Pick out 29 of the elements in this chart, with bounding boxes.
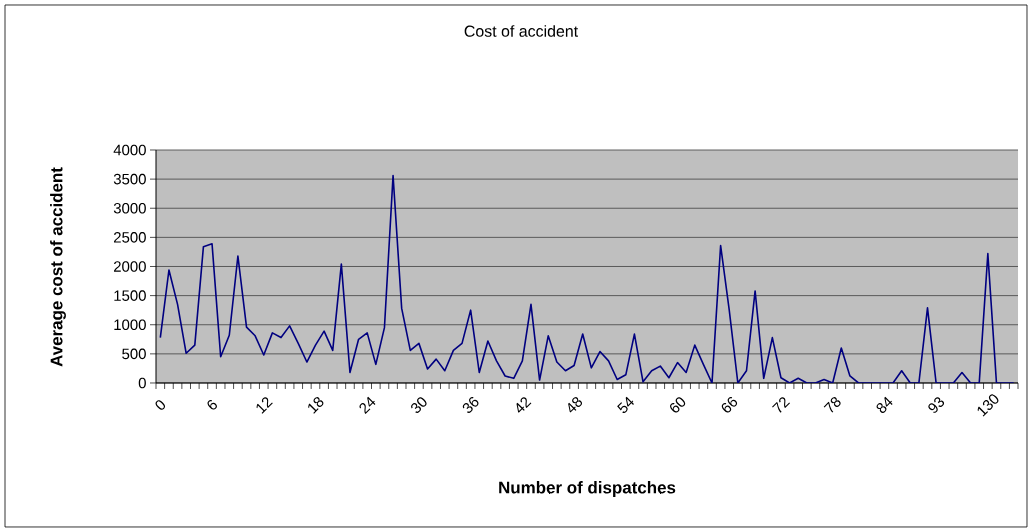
y-axis-title: Average cost of accident (50, 167, 66, 367)
x-tick-label: 30 (411, 397, 427, 413)
y-tick-label: 1000 (114, 319, 146, 331)
x-tick-label: 84 (876, 396, 893, 413)
x-tick-label: 6 (207, 400, 217, 410)
y-tick-label: 3000 (113, 202, 146, 214)
x-tick-label: 60 (670, 397, 686, 413)
y-tick-label: 0 (138, 377, 146, 389)
x-tick-label: 36 (462, 397, 479, 413)
x-tick-label: 0 (155, 400, 166, 410)
x-tick-label: 78 (823, 397, 841, 413)
y-tick-label: 3500 (113, 173, 146, 185)
x-tick-label: 42 (516, 397, 532, 413)
x-tick-label: 54 (617, 396, 634, 413)
x-tick-label: 12 (256, 397, 273, 414)
y-tick-label: 2000 (114, 261, 146, 272)
y-tick-label: 1500 (114, 290, 146, 301)
y-tick-label: 4000 (113, 144, 146, 156)
x-tick-label: 18 (308, 397, 324, 414)
y-tick-label: 500 (122, 348, 146, 360)
x-tick-label: 130 (977, 394, 999, 417)
y-tick-label: 2500 (114, 232, 146, 243)
x-tick-label: 24 (359, 396, 376, 414)
x-tick-label: 72 (772, 397, 790, 413)
chart-title: Cost of accident (464, 25, 579, 37)
x-axis-title: Number of dispatches (499, 481, 676, 497)
x-tick-label: 93 (928, 397, 945, 413)
x-tick-label: 66 (721, 397, 738, 413)
x-tick-label: 48 (568, 397, 583, 413)
